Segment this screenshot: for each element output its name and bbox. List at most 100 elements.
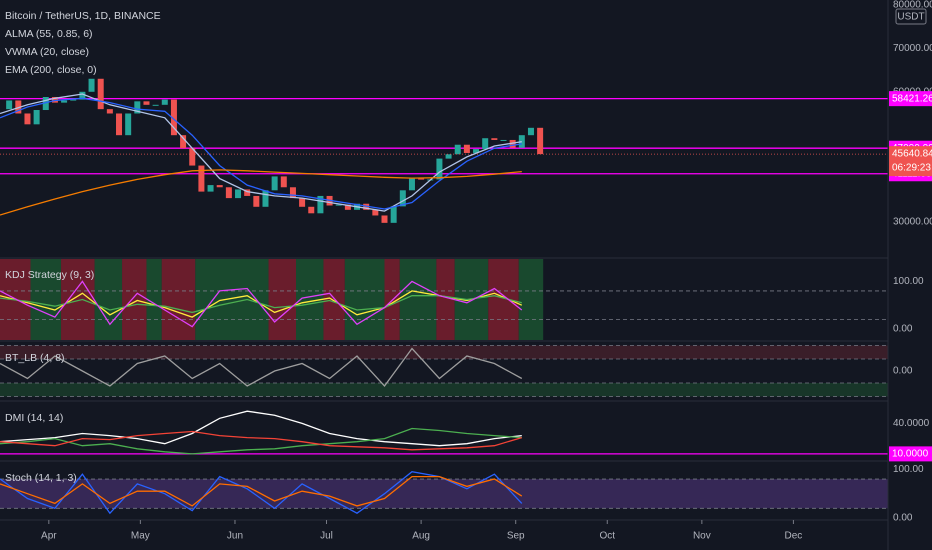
- candle: [253, 195, 260, 207]
- candle: [271, 176, 278, 191]
- signal-region: [146, 259, 162, 340]
- candle: [161, 99, 168, 105]
- candle: [70, 99, 77, 101]
- candle: [408, 178, 415, 191]
- indicator-line: [0, 471, 523, 515]
- candle: [216, 185, 223, 188]
- panel-title: DMI (14, 14): [5, 412, 63, 424]
- indicator-line: [0, 430, 522, 451]
- indicator-line: [0, 280, 523, 328]
- signal-region: [344, 259, 385, 340]
- y-tick-label: 70000.00: [893, 43, 932, 54]
- candle: [143, 101, 150, 105]
- y-tick-label: 100.00: [893, 464, 924, 475]
- indicator-line: [0, 475, 523, 507]
- candle: [42, 96, 49, 111]
- candle: [152, 104, 159, 106]
- candle: [500, 139, 507, 141]
- candle: [527, 127, 534, 136]
- candle: [518, 135, 525, 148]
- candle: [537, 127, 544, 155]
- candle: [317, 195, 324, 214]
- candle: [280, 176, 287, 188]
- zone: [0, 345, 888, 359]
- candle: [24, 113, 31, 125]
- candle: [445, 154, 452, 159]
- candle: [125, 113, 132, 136]
- candle: [33, 110, 40, 125]
- zone: [0, 479, 888, 509]
- candle: [381, 215, 388, 223]
- currency-box: [895, 8, 927, 25]
- x-tick-label: Apr: [41, 531, 57, 542]
- candle: [225, 187, 232, 199]
- signal-region: [94, 259, 123, 340]
- candle: [482, 138, 489, 150]
- signal-region: [122, 259, 147, 340]
- candle: [88, 78, 95, 92]
- x-tick-label: Nov: [693, 531, 711, 542]
- candle: [390, 206, 397, 223]
- candle: [454, 144, 461, 155]
- candle: [436, 158, 443, 180]
- x-tick-label: Jun: [227, 531, 243, 542]
- candle: [97, 78, 104, 110]
- panel-title: Stoch (14, 1, 3): [5, 472, 77, 484]
- panel-title: KDJ Strategy (9, 3): [5, 269, 94, 281]
- last-price-label: 45640.84: [892, 149, 932, 160]
- signal-region: [399, 259, 437, 340]
- candle: [262, 190, 269, 207]
- indicator-line: [0, 347, 523, 388]
- indicator-line: [0, 93, 522, 212]
- candle: [106, 109, 113, 114]
- candle: [463, 144, 470, 153]
- level-label: 58421.26: [892, 93, 932, 104]
- y-tick-label: 0.00: [893, 366, 913, 377]
- level-label-box: [889, 91, 932, 107]
- candle: [235, 189, 242, 199]
- indicator-line: [0, 295, 522, 314]
- candle: [207, 185, 214, 192]
- symbol-title: Bitcoin / TetherUS, 1D, BINANCE: [5, 10, 161, 22]
- y-tick-label: 0.00: [893, 513, 913, 524]
- candle: [363, 203, 370, 210]
- legend-entry: ALMA (55, 0.85, 6): [5, 28, 93, 40]
- legend-entry: VWMA (20, close): [5, 46, 89, 58]
- y-tick-label: 80000.00: [893, 0, 932, 11]
- candle: [6, 100, 13, 110]
- x-tick-label: Dec: [785, 531, 803, 542]
- signal-region: [61, 259, 95, 340]
- level-label-box: [889, 446, 932, 462]
- signal-region: [323, 259, 345, 340]
- signal-region: [161, 259, 196, 340]
- indicator-line: [0, 427, 522, 455]
- candle: [308, 206, 315, 214]
- candle: [399, 190, 406, 207]
- signal-region: [195, 259, 269, 340]
- candle: [51, 96, 58, 103]
- candle: [335, 204, 342, 206]
- candle: [289, 187, 296, 199]
- candle: [180, 135, 187, 149]
- panels: [0, 4, 932, 519]
- zone: [0, 383, 888, 397]
- axis-layer: 30000.0060000.0070000.0080000.0058421.26…: [41, 0, 932, 542]
- legend-entry: EMA (200, close, 0): [5, 64, 97, 76]
- candle: [170, 99, 177, 136]
- signal-region: [488, 259, 519, 340]
- signal-region: [518, 259, 544, 340]
- candle: [344, 204, 351, 210]
- indicator-line: [0, 97, 522, 210]
- x-tick-label: Aug: [412, 531, 430, 542]
- last-price-box: [889, 146, 932, 177]
- candle: [189, 148, 196, 166]
- currency: USDT: [897, 12, 924, 23]
- y-tick-label: 100.00: [893, 276, 924, 287]
- candle: [473, 149, 480, 153]
- candle: [299, 198, 306, 207]
- candle: [79, 91, 86, 100]
- candle: [244, 189, 251, 196]
- y-tick-label: 40.0000: [893, 418, 930, 429]
